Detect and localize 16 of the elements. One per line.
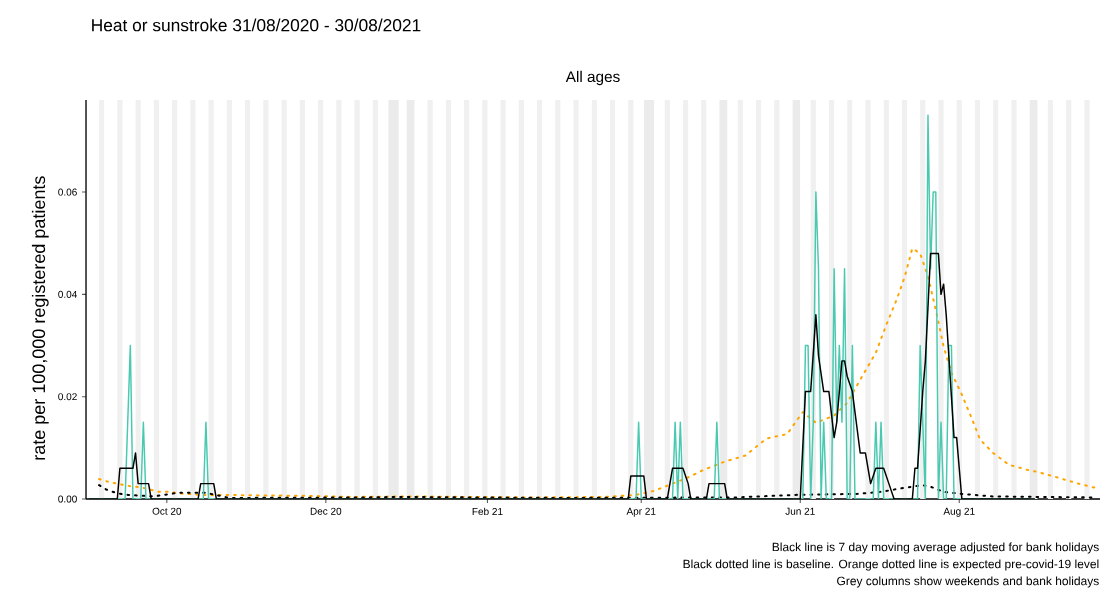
y-tick-label: 0.02 [58, 393, 77, 401]
text: Black line is 7 day moving average adjusted for bank holidays [772, 542, 1099, 554]
x-tick-label: Apr 21 [626, 507, 656, 517]
chart-subtitle: All ages [565, 70, 620, 86]
x-tick-label: Aug 21 [943, 507, 975, 517]
x-tick-label: Jun 21 [785, 507, 815, 515]
x-tick-label: Dec 20 [310, 507, 342, 515]
text: Grey columns show weekends and bank holidays [837, 576, 1099, 588]
y-tick-label: 0.00 [58, 495, 77, 503]
y-tick-label: 0.04 [58, 290, 78, 298]
y-axis-title: rate per 100,000 registered patients [31, 176, 49, 460]
text: Black dotted line is baseline. Orange dotted line is expected pre-covid-19 level [683, 559, 1099, 571]
x-tick-label: Feb 21 [472, 507, 503, 516]
y-tick-label: 0.06 [58, 188, 77, 196]
chart-title: Heat or sunstroke 31/08/2020 - 30/08/2021 [92, 18, 421, 32]
x-tick-label: Oct 20 [152, 507, 182, 515]
